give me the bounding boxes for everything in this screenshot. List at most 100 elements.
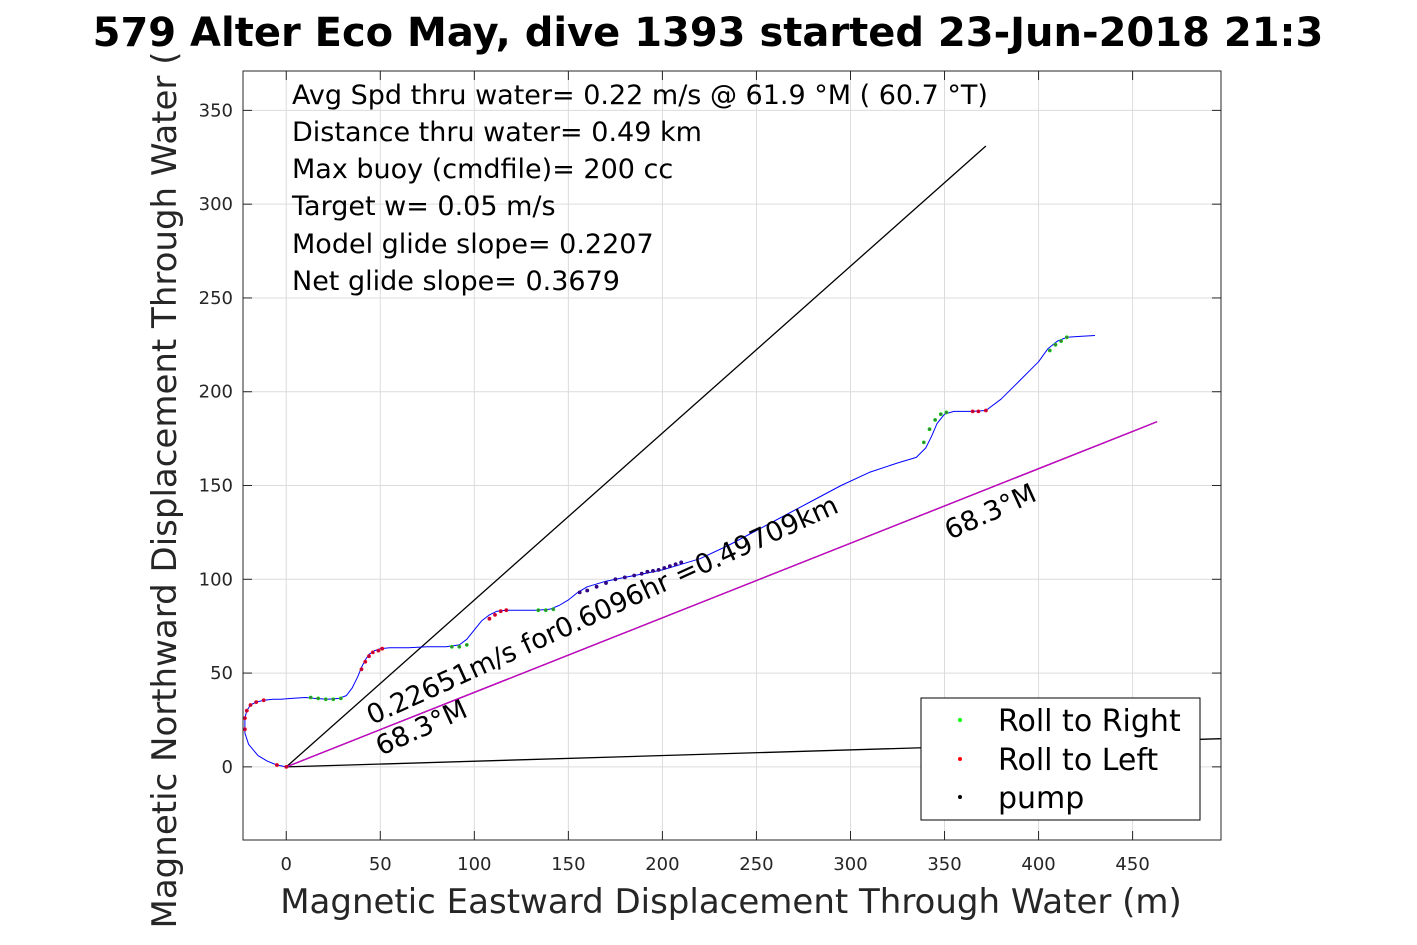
x-tick-label: 400	[1021, 854, 1055, 875]
legend: Roll to Right Roll to Left pump	[920, 697, 1201, 821]
marker-overlay	[245, 709, 249, 712]
x-tick-label: 200	[645, 854, 679, 875]
x-tick-label: 0	[281, 854, 292, 875]
y-axis-label: Magnetic Northward Displacement Through …	[145, 52, 185, 929]
marker-overlay	[309, 696, 313, 699]
legend-marker-roll-left	[958, 757, 962, 761]
legend-label-pump: pump	[998, 781, 1084, 816]
y-tick-label: 150	[199, 476, 233, 497]
x-tick-label: 300	[833, 854, 867, 875]
marker-overlay	[551, 607, 555, 611]
marker-overlay	[640, 572, 644, 576]
marker-overlay	[377, 649, 380, 652]
marker-overlay	[971, 410, 975, 413]
reference-lines	[285, 145, 1222, 768]
marker-overlay	[331, 697, 335, 701]
marker-overlay	[363, 660, 367, 664]
marker-overlay	[493, 613, 497, 617]
marker-overlay	[243, 716, 247, 720]
annotation-line: Net glide slope= 0.3679	[292, 266, 620, 297]
annotation-line: Target w= 0.05 m/s	[291, 191, 556, 222]
marker-overlay	[674, 562, 677, 566]
legend-label-roll-right: Roll to Right	[998, 704, 1181, 739]
marker-overlay	[465, 643, 469, 647]
marker-overlay	[928, 427, 931, 431]
ticks: 0 50 100 150 200 250 300 350 400 450 0 50 100 150 200 2…	[199, 71, 1221, 875]
marker-overlay	[284, 765, 288, 769]
marker-overlay	[324, 697, 328, 701]
annotation-line: Model glide slope= 0.2207	[292, 229, 654, 260]
marker-overlay	[657, 568, 660, 572]
y-tick-label: 100	[199, 569, 233, 590]
marker-overlay	[623, 576, 627, 579]
marker-overlay	[662, 566, 666, 570]
marker-overlay	[585, 589, 589, 592]
marker-overlay	[1048, 349, 1052, 352]
x-axis-label: Magnetic Eastward Displacement Through W…	[280, 882, 1182, 922]
marker-overlay	[457, 645, 461, 649]
marker-overlay	[380, 647, 384, 651]
marker-overlay	[679, 561, 683, 564]
annotation-line: Max buoy (cmdfile)= 200 cc	[292, 154, 673, 185]
marker-overlay	[945, 411, 948, 414]
marker-overlay	[933, 418, 937, 422]
y-tick-label: 350	[199, 100, 233, 121]
marker-overlay	[984, 409, 988, 412]
chart-title: 579 Alter Eco May, dive 1393 started 23-…	[93, 10, 1324, 56]
marker-overlay	[595, 585, 598, 589]
marker-overlay	[249, 703, 252, 707]
marker-overlay	[499, 609, 503, 613]
x-tick-label: 150	[551, 854, 585, 875]
marker-overlay	[668, 564, 672, 568]
x-tick-label: 450	[1115, 854, 1149, 875]
reference-line	[286, 421, 1158, 768]
y-tick-label: 50	[210, 663, 233, 684]
marker-overlay	[536, 608, 540, 612]
marker-overlay	[360, 667, 363, 671]
marker-overlay	[646, 570, 649, 574]
marker-overlay	[604, 581, 608, 585]
x-tick-label: 50	[369, 854, 392, 875]
marker-overlay	[544, 608, 548, 612]
y-tick-label: 0	[222, 757, 233, 778]
marker-overlay	[922, 441, 926, 444]
marker-overlay	[367, 654, 371, 658]
legend-box	[920, 697, 1201, 821]
marker-overlay	[488, 617, 491, 621]
marker-overlay	[243, 727, 247, 731]
x-tick-label: 100	[457, 854, 491, 875]
marker-overlay	[614, 577, 617, 581]
y-tick-label: 200	[199, 382, 233, 403]
marker-overlay	[1059, 339, 1063, 343]
reference-line	[285, 145, 987, 768]
legend-label-roll-left: Roll to Left	[998, 743, 1158, 778]
marker-overlay	[939, 412, 943, 416]
annotations: Avg Spd thru water= 0.22 m/s @ 61.9 °M (…	[291, 80, 988, 297]
legend-marker-roll-right	[958, 718, 962, 722]
speed-distance-label: 0.22651m/s for0.6096hr =0.49709km	[362, 490, 843, 731]
marker-overlay	[371, 651, 375, 654]
annotation-line: Distance thru water= 0.49 km	[292, 117, 702, 148]
marker-overlay	[275, 763, 279, 767]
marker-overlay	[262, 698, 266, 702]
marker-overlay	[1065, 335, 1069, 339]
marker-overlay	[632, 574, 636, 577]
marker-overlay	[339, 697, 343, 700]
axes-box	[242, 70, 1222, 841]
y-tick-label: 300	[199, 194, 233, 215]
annotation-line: Avg Spd thru water= 0.22 m/s @ 61.9 °M (…	[292, 80, 988, 111]
marker-overlay	[254, 700, 258, 704]
legend-marker-pump	[958, 795, 962, 799]
marker-overlay	[651, 569, 655, 573]
marker-overlay	[316, 697, 320, 700]
marker-overlay	[1054, 343, 1057, 347]
x-tick-label: 350	[927, 854, 961, 875]
markers	[243, 335, 1069, 769]
y-tick-label: 250	[199, 288, 233, 309]
marker-overlay	[450, 645, 454, 649]
grid	[243, 71, 1221, 840]
x-tick-label: 250	[739, 854, 773, 875]
marker-overlay	[504, 608, 508, 612]
marker-overlay	[977, 410, 980, 413]
